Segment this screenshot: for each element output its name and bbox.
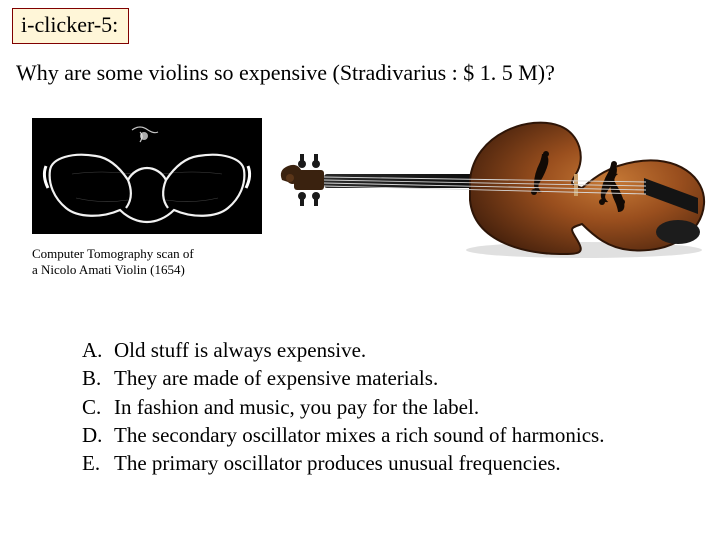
answer-letter: D.: [82, 421, 114, 449]
answer-option[interactable]: C. In fashion and music, you pay for the…: [82, 393, 604, 421]
ct-scan-svg: [32, 118, 262, 234]
answer-text: The secondary oscillator mixes a rich so…: [114, 421, 604, 449]
answer-letter: E.: [82, 449, 114, 477]
ct-caption-line1: Computer Tomography scan of: [32, 246, 272, 262]
answer-letter: B.: [82, 364, 114, 392]
answer-list: A. Old stuff is always expensive. B. The…: [82, 336, 604, 478]
answer-text: In fashion and music, you pay for the la…: [114, 393, 479, 421]
ct-scan-image: [32, 118, 262, 234]
ct-caption-line2: a Nicolo Amati Violin (1654): [32, 262, 272, 278]
violin-image: [274, 104, 710, 262]
answer-text: The primary oscillator produces unusual …: [114, 449, 561, 477]
answer-text: They are made of expensive materials.: [114, 364, 438, 392]
answer-letter: C.: [82, 393, 114, 421]
answer-letter: A.: [82, 336, 114, 364]
answer-option[interactable]: B. They are made of expensive materials.: [82, 364, 604, 392]
header-box: i-clicker-5:: [12, 8, 129, 44]
violin-svg: [274, 104, 710, 262]
answer-text: Old stuff is always expensive.: [114, 336, 366, 364]
answer-option[interactable]: D. The secondary oscillator mixes a rich…: [82, 421, 604, 449]
answer-option[interactable]: A. Old stuff is always expensive.: [82, 336, 604, 364]
answer-option[interactable]: E. The primary oscillator produces unusu…: [82, 449, 604, 477]
header-label: i-clicker-5:: [21, 12, 118, 37]
ct-scan-caption: Computer Tomography scan of a Nicolo Ama…: [32, 246, 272, 279]
question-text: Why are some violins so expensive (Strad…: [16, 60, 555, 86]
